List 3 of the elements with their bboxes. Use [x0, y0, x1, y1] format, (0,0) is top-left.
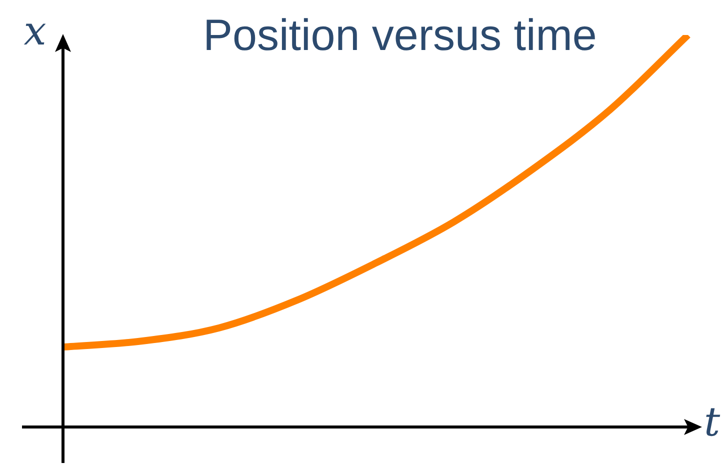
chart-title: Position versus time [203, 11, 597, 60]
y-axis-title: x [24, 8, 46, 54]
x-axis-title: t [704, 399, 721, 446]
